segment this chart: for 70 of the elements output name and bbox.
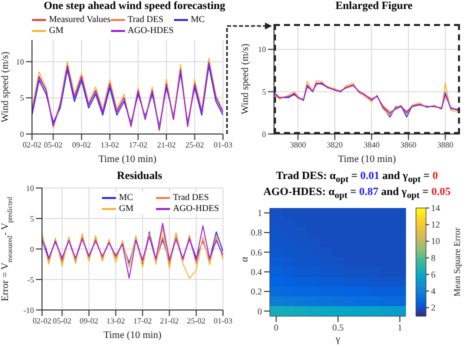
- y-tick-label: 0: [262, 130, 266, 139]
- x-tick-label: 3880: [437, 140, 454, 150]
- color-bar-label: 14: [431, 203, 440, 214]
- color-bar-label: 10: [431, 236, 440, 247]
- color-bar-title: Mean Square Error: [452, 228, 462, 297]
- x-tick-label: 02-02: [32, 316, 52, 326]
- x-axis-title: Time (10 min): [104, 330, 162, 341]
- y-axis-title: Wind speed (m/s): [0, 52, 11, 122]
- x-tick-label: 01-03: [214, 140, 232, 150]
- x-tick-label: 21-02: [157, 140, 176, 150]
- y-axis-title: Wind speed (m/s): [240, 44, 251, 114]
- x-tick-label: 01-03: [214, 316, 232, 326]
- y-tick-label: 5: [262, 88, 266, 97]
- y-tick-label: 0: [30, 244, 34, 254]
- y-tick-label: 0.6: [250, 248, 262, 258]
- x-tick-label: 1: [398, 322, 402, 333]
- chart-subtitle: AGO-HDES: α$_{opt}$ = 0.87 and γ$_{opt}$ = 0.05: [262, 186, 452, 202]
- x-tick-label: 17-02: [128, 140, 148, 150]
- x-tick-label: 09-02: [72, 140, 91, 150]
- legend-label: AGO-HDES: [172, 203, 219, 214]
- y-axis-title: α: [240, 256, 251, 262]
- color-bar-label: 6: [431, 270, 436, 280]
- x-tick-label: 13-02: [106, 316, 126, 326]
- x-tick-label: 05-02: [44, 140, 63, 150]
- y-tick-label: 0.2: [250, 287, 262, 298]
- y-tick-label: 10: [26, 184, 34, 193]
- x-axis-title: Time (10 min): [338, 154, 396, 165]
- x-tick-label: 3800: [290, 140, 306, 150]
- y-tick-label: -10: [23, 306, 34, 315]
- y-tick-label: -5: [27, 275, 34, 284]
- x-tick-label: 09-02: [80, 316, 98, 326]
- x-tick-label: 02-02: [22, 140, 42, 150]
- y-tick-label: 1: [258, 208, 262, 218]
- legend-label: Trad DES: [172, 192, 210, 203]
- y-tick-label: 0: [258, 306, 262, 317]
- y-tick-label: 0.8: [250, 228, 262, 238]
- legend-label: MC: [118, 192, 134, 203]
- x-tick-label: 05-02: [52, 316, 72, 326]
- legend-label: Trad DES: [126, 14, 165, 25]
- chart-title: Residuals: [116, 170, 164, 184]
- x-tick-label: 25-02: [186, 316, 206, 326]
- legend-label: GM: [48, 25, 65, 36]
- color-bar-label: 12: [431, 220, 440, 230]
- x-tick-label: 17-02: [133, 316, 152, 326]
- y-tick-label: 10: [16, 58, 24, 67]
- chart-title: Enlarged Figure: [334, 0, 414, 14]
- x-tick-label: 21-02: [160, 316, 179, 326]
- legend-label: MC: [190, 14, 206, 25]
- chart-title: One step ahead wind speed forecasting: [42, 0, 226, 14]
- x-axis-title: Time (10 min): [98, 154, 156, 165]
- y-tick-label: 0.4: [250, 267, 262, 278]
- y-tick-label: 0: [20, 130, 24, 139]
- y-tick-label: 10: [258, 45, 266, 54]
- legend-label: Measured Values: [48, 14, 111, 25]
- y-tick-label: 5: [30, 214, 34, 224]
- color-bar-label: 2: [431, 303, 436, 314]
- x-tick-label: 25-02: [185, 140, 204, 150]
- x-tick-label: 0.5: [332, 322, 344, 333]
- x-tick-label: 3840: [364, 140, 380, 150]
- x-tick-label: 3860: [400, 140, 416, 150]
- x-tick-label: 3820: [326, 140, 343, 150]
- color-bar-label: 8: [431, 253, 436, 264]
- x-tick-label: 0: [274, 322, 279, 333]
- x-axis-title: γ: [334, 334, 341, 346]
- y-tick-label: 5: [20, 94, 24, 103]
- chart-title: Trad DES: α$_{opt}$ = 0.01 and γ$_{opt}$ = 0: [275, 170, 439, 186]
- color-bar-label: 4: [431, 286, 436, 296]
- x-tick-label: 13-02: [100, 140, 120, 150]
- legend-label: GM: [118, 203, 135, 214]
- legend-label: AGO-HDES: [126, 25, 174, 36]
